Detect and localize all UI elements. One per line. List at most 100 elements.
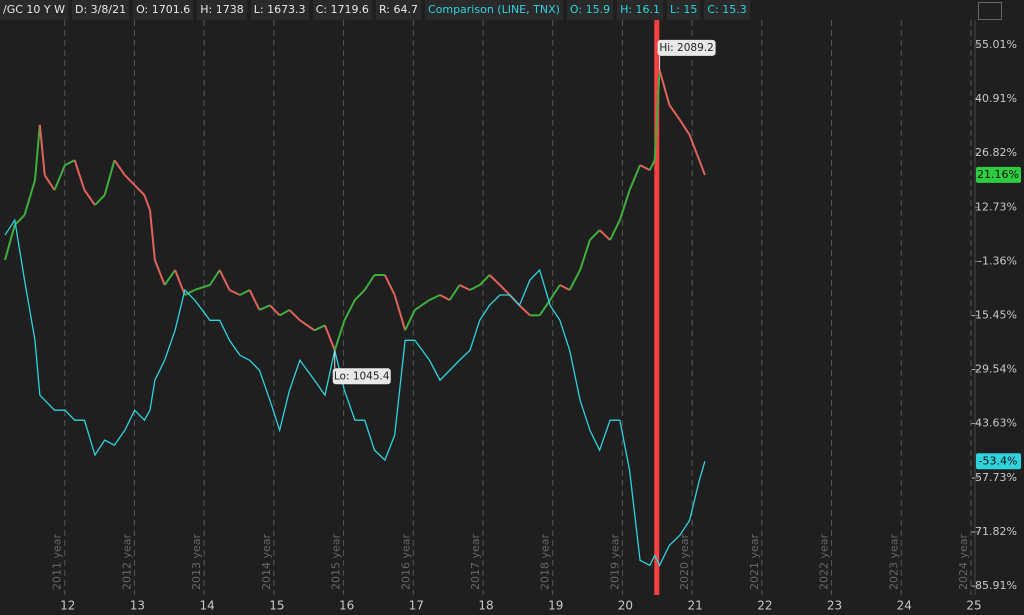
price-segment	[488, 274, 501, 286]
price-segment	[53, 164, 66, 191]
year-label: 2013 year	[190, 533, 203, 590]
price-segment	[299, 319, 316, 332]
price-segment	[678, 119, 691, 136]
price-segment	[94, 194, 106, 206]
header-item: R: 64.7	[375, 0, 421, 20]
price-segment	[698, 159, 706, 176]
price-segment	[668, 104, 681, 121]
price-segment	[343, 299, 356, 321]
price-segment	[479, 274, 491, 286]
header-item: H: 1738	[197, 0, 247, 20]
price-segment	[124, 174, 136, 186]
header-item: C: 15.3	[704, 0, 750, 20]
year-label: 2015 year	[330, 533, 343, 590]
price-segment	[518, 304, 531, 317]
price-segment	[38, 124, 46, 176]
header-item: Comparison (LINE, TNX)	[424, 0, 563, 20]
y-tick-label: -71.82%	[971, 525, 1017, 538]
year-label: 2016 year	[399, 533, 412, 590]
x-tick-label: 17	[409, 599, 424, 613]
year-label: 2012 year	[120, 533, 133, 590]
price-segment	[259, 304, 271, 311]
annotation: Hi: 2089.2	[659, 42, 713, 54]
price-segment	[153, 259, 166, 286]
price-segment	[314, 324, 326, 332]
price-segment	[324, 324, 336, 351]
chart-settings-icon[interactable]	[978, 2, 1002, 20]
x-tick-label: 20	[618, 599, 633, 613]
last-value-label: -53.4%	[979, 454, 1018, 467]
price-segment	[459, 284, 471, 291]
year-label: 2017 year	[469, 533, 482, 590]
header-item: L: 1673.3	[250, 0, 309, 20]
price-segment	[618, 189, 631, 221]
year-label: 2023 year	[887, 533, 900, 590]
price-segment	[404, 309, 416, 331]
price-segment	[229, 289, 241, 296]
x-tick-label: 13	[130, 599, 145, 613]
comparison-line	[4, 218, 706, 567]
x-tick-label: 15	[269, 599, 284, 613]
price-segment	[579, 239, 591, 271]
y-tick-label: -43.63%	[971, 417, 1017, 430]
price-segment	[549, 284, 561, 301]
header-item: /GC 10 Y W	[0, 0, 68, 20]
annotation: Lo: 1045.4	[334, 370, 390, 382]
price-segment	[239, 289, 251, 296]
year-label: 2024 year	[957, 533, 970, 590]
price-segment	[4, 224, 16, 261]
price-segment	[499, 284, 511, 296]
y-tick-label: 12.73%	[975, 200, 1017, 213]
header-item: L: 15	[667, 0, 701, 20]
price-segment	[658, 69, 671, 106]
price-segment	[363, 274, 376, 291]
year-label: 2019 year	[608, 533, 621, 590]
last-value-box	[976, 453, 1021, 470]
price-segment	[568, 269, 581, 291]
price-segment	[248, 289, 261, 311]
price-segment	[598, 229, 611, 241]
price-segment	[133, 184, 146, 196]
y-tick-label: -57.73%	[971, 471, 1017, 484]
price-segment	[469, 284, 481, 291]
price-segment	[194, 284, 211, 291]
price-segment	[628, 164, 641, 191]
price-segment	[354, 289, 366, 301]
x-tick-label: 21	[687, 599, 702, 613]
y-tick-label: -1.36%	[978, 254, 1017, 267]
y-tick-label: -29.54%	[971, 363, 1017, 376]
price-segment	[648, 159, 656, 171]
x-tick-label: 23	[827, 599, 842, 613]
price-segment	[64, 159, 76, 167]
x-tick-label: 22	[757, 599, 772, 613]
year-label: 2022 year	[818, 533, 831, 590]
year-label: 2018 year	[539, 533, 552, 590]
x-tick-label: 16	[339, 599, 354, 613]
price-segment	[269, 304, 281, 317]
header-item: O: 1701.6	[133, 0, 194, 20]
price-segment	[333, 320, 346, 351]
price-segment	[103, 159, 116, 196]
price-segment	[149, 210, 156, 261]
year-label: 2021 year	[748, 533, 761, 590]
price-segment	[218, 269, 231, 291]
header-item: C: 1719.6	[312, 0, 372, 20]
annotation-box	[657, 39, 716, 56]
price-segment	[174, 269, 186, 296]
price-segment	[439, 294, 451, 301]
price-segment	[113, 159, 126, 176]
price-segment	[209, 269, 221, 286]
header-item: D: 3/8/21	[72, 0, 130, 20]
year-label: 2014 year	[260, 533, 273, 590]
price-segment	[448, 284, 461, 301]
y-tick-label: 40.91%	[975, 92, 1017, 105]
price-segment	[653, 69, 661, 161]
annotation-box	[332, 368, 391, 385]
price-segment	[14, 214, 26, 226]
price-segment	[23, 179, 36, 216]
price-segment	[609, 219, 621, 241]
price-segment	[288, 309, 301, 322]
price-segment	[184, 289, 196, 296]
